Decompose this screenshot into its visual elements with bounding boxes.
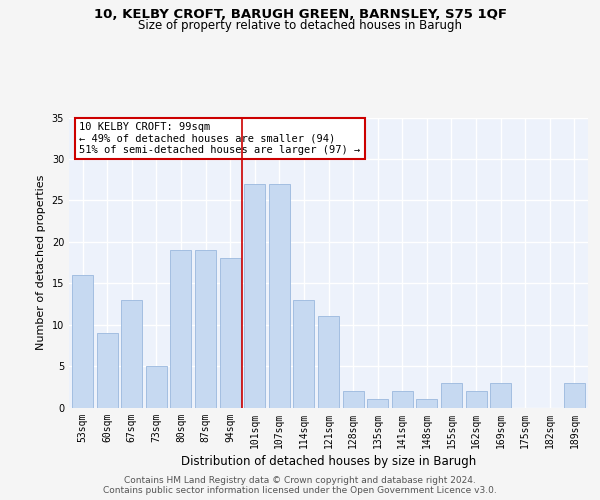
Bar <box>121 300 142 408</box>
Bar <box>146 366 167 408</box>
Text: Size of property relative to detached houses in Barugh: Size of property relative to detached ho… <box>138 19 462 32</box>
Bar <box>343 391 364 407</box>
Text: 10, KELBY CROFT, BARUGH GREEN, BARNSLEY, S75 1QF: 10, KELBY CROFT, BARUGH GREEN, BARNSLEY,… <box>94 8 506 22</box>
Bar <box>72 275 93 407</box>
Bar <box>170 250 191 408</box>
Bar <box>441 382 462 407</box>
Bar <box>564 382 585 407</box>
Text: 10 KELBY CROFT: 99sqm
← 49% of detached houses are smaller (94)
51% of semi-deta: 10 KELBY CROFT: 99sqm ← 49% of detached … <box>79 122 361 155</box>
Bar <box>220 258 241 408</box>
Bar <box>293 300 314 408</box>
Bar <box>490 382 511 407</box>
Bar <box>244 184 265 408</box>
Bar <box>367 399 388 407</box>
Bar <box>269 184 290 408</box>
Bar <box>392 391 413 407</box>
X-axis label: Distribution of detached houses by size in Barugh: Distribution of detached houses by size … <box>181 454 476 468</box>
Y-axis label: Number of detached properties: Number of detached properties <box>36 175 46 350</box>
Bar <box>318 316 339 408</box>
Bar <box>416 399 437 407</box>
Bar <box>97 333 118 407</box>
Text: Contains HM Land Registry data © Crown copyright and database right 2024.
Contai: Contains HM Land Registry data © Crown c… <box>103 476 497 495</box>
Bar <box>195 250 216 408</box>
Bar <box>466 391 487 407</box>
